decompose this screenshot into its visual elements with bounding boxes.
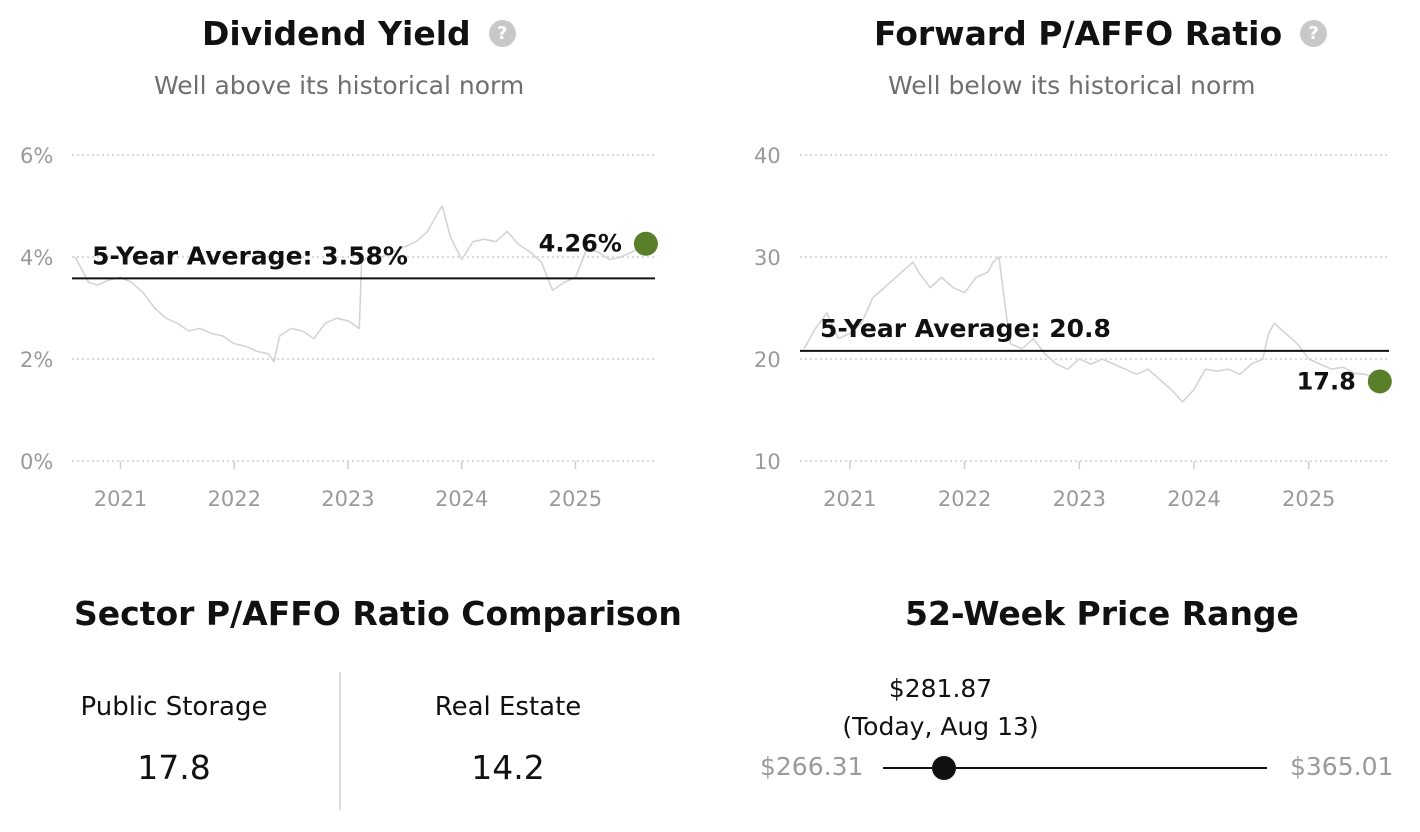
series-line — [74, 205, 644, 363]
average-label: 5-Year Average: 3.58% — [92, 241, 408, 270]
price-range-current-value: $281.87 — [888, 674, 993, 703]
current-value-label: 4.26% — [539, 230, 622, 258]
paffo-ratio-chart: 10 20 30 40 2021 2022 2023 2024 2025 5-Year Avera… — [754, 144, 1392, 511]
current-value-label: 17.8 — [1297, 367, 1356, 395]
dividend-yield-chart: 0% 2% 4% 6% 2021 2022 2023 2024 2025 5-Year Avera… — [20, 144, 658, 511]
y-tick-label: 40 — [754, 144, 781, 168]
x-tick-label: 2023 — [1053, 487, 1106, 511]
sector-title: Sector P/AFFO Ratio Comparison — [74, 594, 682, 633]
current-value-marker[interactable] — [633, 231, 658, 256]
x-tick-label: 2024 — [1167, 487, 1220, 511]
question-circle-icon[interactable]: ? — [488, 20, 516, 47]
current-value-marker[interactable] — [1367, 369, 1392, 394]
price-range-title: 52-Week Price Range — [905, 594, 1299, 633]
sector-name: Public Storage — [80, 692, 268, 722]
average-label: 5-Year Average: 20.8 — [820, 314, 1111, 343]
sector-value: 17.8 — [137, 748, 211, 787]
x-tick-label: 2023 — [321, 487, 374, 511]
sector-value: 14.2 — [471, 748, 545, 787]
price-range-current-note: (Today, Aug 13) — [842, 712, 1039, 741]
x-tick-label: 2021 — [94, 487, 147, 511]
x-tick-label: 2024 — [435, 487, 488, 511]
price-range-high: $365.01 — [1290, 752, 1394, 781]
x-tick-label: 2025 — [549, 487, 602, 511]
x-tick-label: 2021 — [823, 487, 876, 511]
series-line — [803, 256, 1378, 403]
question-circle-icon[interactable]: ? — [1300, 20, 1328, 47]
x-tick-label: 2025 — [1282, 487, 1335, 511]
x-tick-label: 2022 — [938, 487, 991, 511]
paffo-ratio-title-text: Forward P/AFFO Ratio — [874, 14, 1283, 53]
price-range-track — [883, 767, 1267, 769]
y-tick-label: 10 — [754, 450, 781, 474]
sector-divider — [339, 672, 341, 810]
price-range-marker — [931, 756, 956, 780]
dividend-yield-subtitle: Well above its historical norm — [154, 71, 525, 100]
y-tick-label: 4% — [20, 246, 53, 270]
paffo-ratio-title: Forward P/AFFO Ratio ? — [874, 14, 1328, 53]
y-tick-label: 30 — [754, 246, 781, 270]
dividend-yield-title: Dividend Yield ? — [202, 14, 516, 53]
sector-item-real-estate: Real Estate 14.2 — [408, 692, 608, 787]
sector-name: Real Estate — [434, 692, 582, 722]
y-tick-label: 20 — [754, 348, 781, 372]
y-tick-label: 6% — [20, 144, 53, 168]
y-tick-label: 0% — [20, 450, 53, 474]
y-tick-label: 2% — [20, 348, 53, 372]
sector-item-public-storage: Public Storage 17.8 — [74, 692, 274, 787]
x-tick-label: 2022 — [207, 487, 260, 511]
price-range-current-label: $281.87 (Today, Aug 13) — [821, 670, 1061, 746]
paffo-ratio-subtitle: Well below its historical norm — [888, 71, 1256, 100]
dividend-yield-title-text: Dividend Yield — [202, 14, 471, 53]
price-range-low: $266.31 — [760, 752, 864, 781]
